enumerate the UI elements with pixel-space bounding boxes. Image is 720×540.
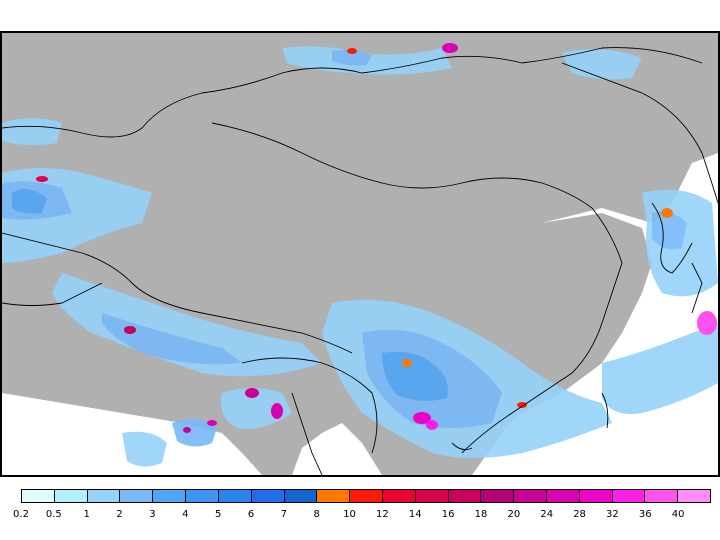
legend-label: 40 [671,509,685,520]
precip-light [2,46,718,467]
map-canvas [2,43,718,475]
legend-label: 10 [343,509,356,520]
legend-swatch [251,490,285,502]
legend-label: 14 [408,509,422,520]
legend-label: 12 [376,509,389,520]
legend-label: 2 [116,509,123,520]
precipitation-map [0,31,720,477]
legend-swatch [415,490,449,502]
legend-label: 20 [507,509,521,520]
legend-label: 3 [149,509,156,520]
legend-swatch [547,490,580,502]
legend-swatch [481,490,515,502]
legend-label: 0.5 [45,509,62,520]
legend-swatch [448,490,482,502]
legend-label: 6 [247,509,255,520]
boundaries [2,47,718,475]
legend-swatch [120,490,154,502]
legend-swatch [678,490,711,502]
legend-label: 18 [474,509,488,520]
legend-swatch [350,490,383,502]
legend-label: 16 [441,509,455,520]
legend-label: 24 [540,509,554,520]
legend-label: 4 [182,509,189,520]
precipitation-legend-bar [21,489,711,503]
legend-label: 5 [214,509,222,520]
precip-intense [36,43,717,433]
legend-label: 7 [280,509,288,520]
legend-label: 36 [638,509,652,520]
legend-label: 1 [83,509,90,520]
precipitation-legend-labels: 0.2 0.5 1 2 3 4 5 6 7 8 10 12 14 16 18 20 24 28 32 36 40 [0,509,720,523]
legend-swatch [514,490,547,502]
legend-label: 32 [606,509,619,520]
legend-label: 8 [313,509,320,520]
legend-swatch [218,490,252,502]
legend-swatch [87,490,121,502]
legend-swatch [317,490,351,502]
legend-label: 28 [573,509,586,520]
legend-swatch [284,490,318,502]
legend-swatch [382,490,416,502]
legend-swatch [645,490,679,502]
legend-swatch [22,490,55,502]
legend-swatch [579,490,613,502]
legend-swatch [612,490,646,502]
legend-swatch [54,490,88,502]
legend-label: 0.2 [13,509,29,520]
legend-swatch [186,490,219,502]
legend-swatch [153,490,187,502]
